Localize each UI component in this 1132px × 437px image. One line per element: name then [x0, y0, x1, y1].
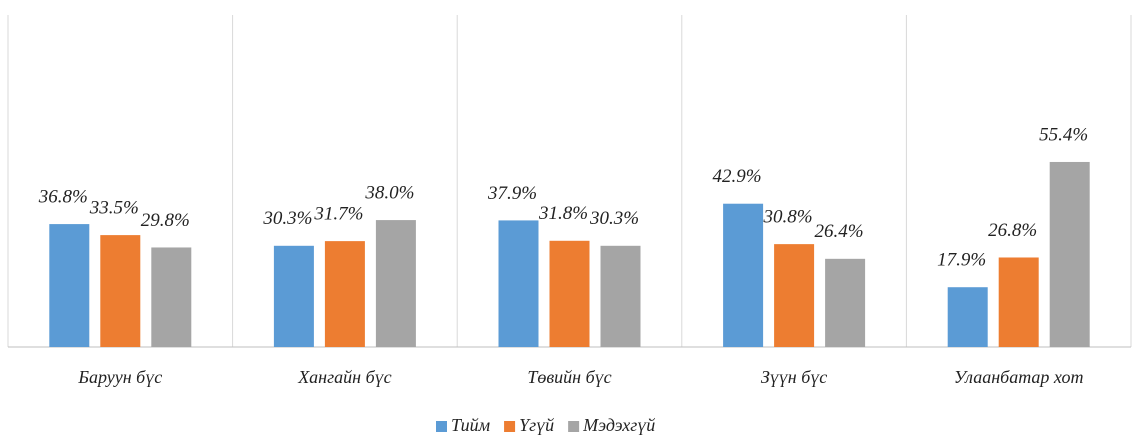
x-tick-label: Хангайн бүс [297, 367, 391, 387]
bar [1049, 161, 1090, 347]
legend-swatch [436, 421, 447, 432]
value-label: 29.8% [141, 210, 190, 231]
legend-swatch [568, 421, 580, 432]
bar [723, 203, 764, 347]
x-tick-label: Төвийн бүс [527, 367, 611, 387]
value-label: 36.8% [38, 186, 88, 207]
bar [600, 245, 641, 347]
value-label: 55.4% [1039, 124, 1088, 145]
bar [100, 235, 141, 347]
bar [947, 287, 988, 347]
value-label: 33.5% [89, 197, 139, 218]
value-label: 26.8% [988, 220, 1037, 241]
bar [498, 220, 539, 347]
x-tick-label: Баруун бүс [77, 367, 162, 387]
value-label: 31.7% [313, 203, 363, 224]
bar [825, 258, 866, 347]
x-tick-label: Улаанбатар хот [954, 367, 1084, 387]
bar [549, 240, 590, 347]
bar [998, 257, 1039, 347]
bar [375, 220, 416, 347]
bar [273, 245, 314, 347]
value-label: 26.4% [815, 221, 864, 242]
x-tick-label: Зүүн бүс [761, 367, 827, 387]
value-label: 37.9% [487, 183, 537, 204]
value-label: 30.8% [763, 206, 813, 227]
value-label: 30.3% [589, 208, 639, 229]
legend-label: Үгүй [519, 415, 554, 435]
value-label: 42.9% [713, 166, 762, 187]
bar [774, 244, 815, 347]
bar [49, 224, 90, 347]
value-label: 30.3% [262, 208, 312, 229]
legend-label: Мэдэхгүй [582, 415, 655, 435]
legend-swatch [504, 421, 516, 432]
bar [151, 247, 192, 347]
value-label: 31.8% [538, 203, 588, 224]
legend-label: Тийм [451, 415, 491, 435]
bar [324, 241, 365, 347]
value-label: 38.0% [364, 182, 414, 203]
value-label: 17.9% [937, 250, 986, 271]
